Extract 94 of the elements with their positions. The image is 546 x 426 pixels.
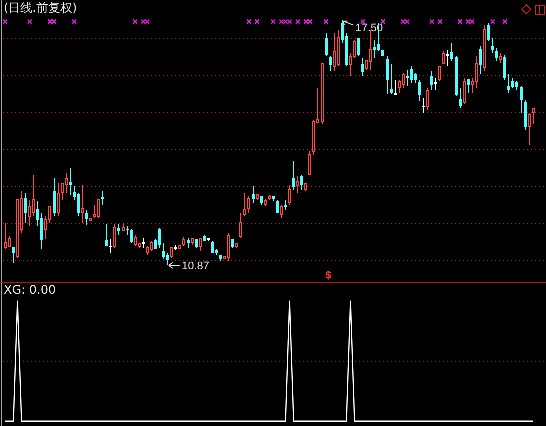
candlestick (260, 196, 263, 206)
candlestick (462, 78, 466, 106)
candlestick (357, 38, 360, 58)
candlestick (479, 46, 482, 76)
candlestick (118, 223, 121, 236)
candlestick (114, 223, 117, 249)
chart-title: XG: 0.00 (4, 283, 56, 297)
candlestick (264, 198, 267, 207)
candlestick (106, 223, 109, 247)
candlestick (296, 176, 300, 194)
candlestick (328, 56, 332, 72)
candlestick (390, 64, 393, 96)
candlestick (52, 178, 56, 217)
candlestick (56, 182, 60, 217)
candlestick (288, 184, 292, 206)
candlestick (516, 80, 519, 90)
candlestick (272, 196, 276, 202)
candlestick (446, 49, 450, 68)
candlestick (97, 198, 100, 219)
candlestick (426, 88, 430, 110)
candlestick (508, 74, 511, 94)
candlestick (110, 239, 113, 254)
candlestick (89, 218, 92, 222)
candlestick (438, 66, 442, 82)
candlestick (442, 50, 446, 64)
candlestick (406, 69, 410, 88)
annotation: $ (325, 270, 332, 282)
candlestick (292, 161, 296, 190)
candlestick (532, 108, 535, 126)
candlestick (304, 182, 308, 192)
candlestick (24, 192, 28, 224)
candlestick (300, 175, 304, 190)
candlestick (320, 62, 324, 126)
candlestick (430, 70, 434, 90)
candlestick (324, 32, 328, 58)
candlestick (85, 209, 88, 226)
candlestick (158, 228, 162, 249)
candlestick (81, 184, 84, 224)
candlestick (280, 204, 284, 219)
candlestick (219, 254, 222, 262)
candlestick (203, 235, 206, 242)
candlestick (475, 56, 478, 89)
candlestick (146, 246, 150, 256)
candlestick (418, 79, 422, 102)
candlestick (402, 72, 406, 89)
candlestick (12, 248, 16, 264)
candlestick (227, 232, 230, 262)
candlestick (101, 191, 104, 206)
candlestick (284, 199, 288, 210)
chart-title: (日线.前复权) (4, 1, 78, 15)
candlestick (499, 52, 502, 64)
candlestick (308, 151, 312, 176)
candlestick (361, 58, 364, 78)
candlestick (170, 248, 174, 259)
candlestick (252, 186, 255, 204)
candlestick (207, 238, 210, 242)
candlestick (410, 66, 414, 84)
candlestick (194, 238, 198, 249)
candlestick (466, 79, 470, 94)
candlestick (150, 241, 154, 252)
candlestick (248, 196, 251, 214)
candlestick (231, 238, 234, 249)
candlestick (483, 24, 486, 72)
annotation: 10.87 (182, 260, 210, 273)
candlestick (174, 245, 178, 251)
candlestick (182, 236, 186, 247)
candlestick (134, 234, 137, 247)
candlestick (198, 238, 202, 252)
candlestick (434, 78, 438, 90)
candlestick (240, 212, 243, 239)
candlestick (186, 238, 190, 249)
candlestick (520, 86, 523, 114)
candlestick (386, 56, 389, 96)
candlestick (142, 238, 146, 249)
candlestick (524, 99, 527, 130)
candlestick (244, 192, 247, 217)
candlestick (422, 98, 426, 114)
candlestick (495, 48, 498, 62)
candlestick (69, 168, 72, 196)
candlestick (236, 242, 239, 249)
candlestick (122, 222, 125, 232)
candlestick (491, 38, 494, 54)
candlestick (332, 32, 336, 72)
candlestick (512, 78, 515, 89)
candlestick (256, 194, 259, 200)
candlestick (394, 79, 397, 96)
candlestick (190, 238, 194, 246)
candlestick (528, 112, 531, 146)
candlestick (276, 199, 280, 214)
candlestick (487, 22, 490, 42)
candlestick (4, 222, 8, 250)
candlestick (458, 88, 462, 109)
candlestick (337, 29, 340, 68)
candlestick (268, 194, 271, 200)
